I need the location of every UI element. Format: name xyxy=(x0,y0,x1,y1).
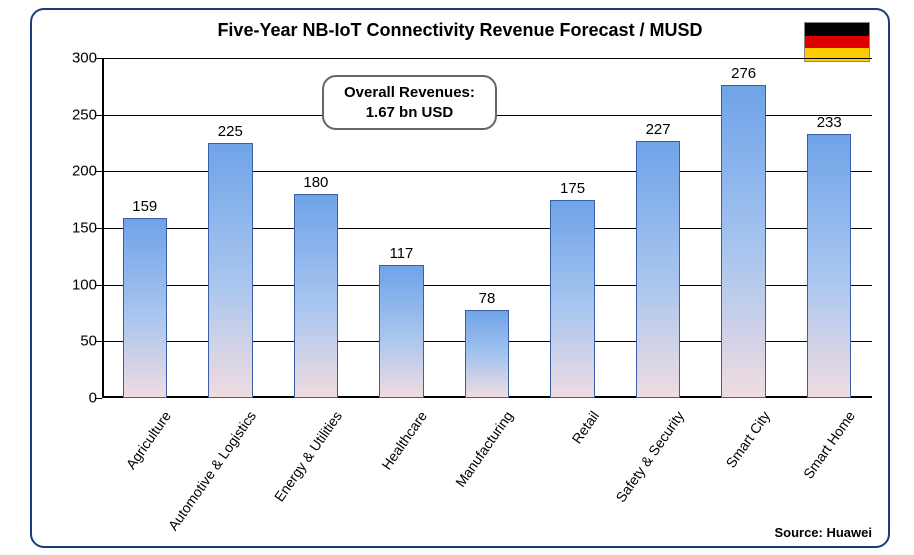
bar xyxy=(721,85,765,398)
bar-slot: 159 xyxy=(102,58,188,398)
bar xyxy=(294,194,338,398)
y-tick xyxy=(96,171,102,172)
bar xyxy=(379,265,423,398)
bar-value-label: 78 xyxy=(479,290,496,307)
y-tick-label: 200 xyxy=(57,163,97,180)
bar-value-label: 180 xyxy=(303,174,328,191)
flag-stripe-black xyxy=(805,23,869,36)
bar-slot: 227 xyxy=(615,58,701,398)
callout-line2: 1.67 bn USD xyxy=(344,103,475,123)
bar xyxy=(636,141,680,398)
bar-value-label: 175 xyxy=(560,180,585,197)
y-tick-label: 250 xyxy=(57,106,97,123)
source-label: Source: Huawei xyxy=(774,525,872,540)
y-tick xyxy=(96,115,102,116)
germany-flag-icon xyxy=(804,22,870,62)
bar xyxy=(123,218,167,398)
bar xyxy=(550,200,594,398)
bar-value-label: 227 xyxy=(646,121,671,138)
flag-stripe-red xyxy=(805,36,869,49)
bar-slot: 233 xyxy=(786,58,872,398)
y-tick xyxy=(96,58,102,59)
y-tick xyxy=(96,228,102,229)
bar-value-label: 225 xyxy=(218,123,243,140)
bar-value-label: 159 xyxy=(132,198,157,215)
y-tick-label: 100 xyxy=(57,276,97,293)
bar-slot: 225 xyxy=(188,58,274,398)
x-axis-label: Safety & Security xyxy=(588,408,687,540)
bar xyxy=(465,310,509,398)
chart-frame: Five-Year NB-IoT Connectivity Revenue Fo… xyxy=(30,8,890,548)
y-tick-label: 300 xyxy=(57,50,97,67)
bar-value-label: 117 xyxy=(389,245,413,262)
x-axis-label: Automotive & Logistics xyxy=(160,408,259,540)
chart-title: Five-Year NB-IoT Connectivity Revenue Fo… xyxy=(32,20,888,41)
x-axis-label: Retail xyxy=(503,408,602,540)
bar-slot: 175 xyxy=(530,58,616,398)
x-axis-label: Manufacturing xyxy=(417,408,516,540)
y-tick xyxy=(96,341,102,342)
y-tick xyxy=(96,285,102,286)
x-axis-label: Smart Home xyxy=(759,408,858,540)
summary-callout: Overall Revenues: 1.67 bn USD xyxy=(322,75,497,130)
x-axis-label: Smart City xyxy=(674,408,773,540)
x-axis-label: Healthcare xyxy=(331,408,430,540)
bar-value-label: 276 xyxy=(731,65,756,82)
bar-slot: 276 xyxy=(701,58,787,398)
x-axis-label: Agriculture xyxy=(75,408,174,540)
y-tick-label: 50 xyxy=(57,333,97,350)
x-axis-label: Energy & Utilities xyxy=(246,408,345,540)
bar-value-label: 233 xyxy=(817,114,842,131)
y-tick-label: 150 xyxy=(57,220,97,237)
x-axis-labels: AgricultureAutomotive & LogisticsEnergy … xyxy=(102,398,872,538)
y-tick-label: 0 xyxy=(57,390,97,407)
callout-line1: Overall Revenues: xyxy=(344,83,475,103)
bar xyxy=(208,143,252,398)
bar xyxy=(807,134,851,398)
